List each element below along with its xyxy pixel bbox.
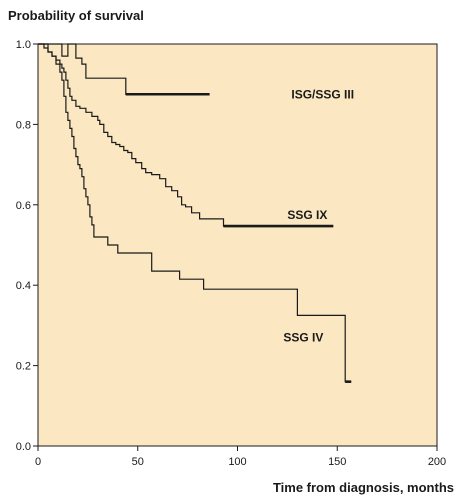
x-tick-label: 150 bbox=[328, 456, 346, 468]
series-line-0 bbox=[38, 43, 210, 95]
y-tick-label: 0.0 bbox=[16, 441, 31, 453]
y-tick-label: 0.2 bbox=[16, 361, 31, 373]
y-tick-label: 0.6 bbox=[16, 200, 31, 212]
x-axis-label: Time from diagnosis, months bbox=[273, 480, 454, 495]
x-tick-label: 50 bbox=[132, 456, 144, 468]
axes-layer: 0 50 100 150 200 0.0 0.2 0.4 0.6 0.8 1.0 bbox=[16, 39, 446, 468]
y-tick-label: 0.8 bbox=[16, 119, 31, 131]
series-label-1: SSG IX bbox=[287, 208, 327, 222]
series-layer bbox=[38, 43, 352, 383]
y-axis-label: Probability of survival bbox=[8, 8, 144, 23]
annotation-layer: ISG/SSG III SSG IX SSG IV bbox=[283, 87, 354, 344]
series-line-2 bbox=[38, 43, 352, 383]
plot-area bbox=[38, 44, 437, 446]
x-tick-label: 0 bbox=[35, 456, 41, 468]
series-label-2: SSG IV bbox=[283, 330, 323, 344]
series-label-0: ISG/SSG III bbox=[291, 87, 354, 101]
y-tick-label: 0.4 bbox=[16, 280, 31, 292]
x-tick-label: 100 bbox=[228, 456, 246, 468]
y-tick-label: 1.0 bbox=[16, 39, 31, 51]
x-tick-label: 200 bbox=[428, 456, 446, 468]
series-line-1 bbox=[38, 43, 334, 227]
